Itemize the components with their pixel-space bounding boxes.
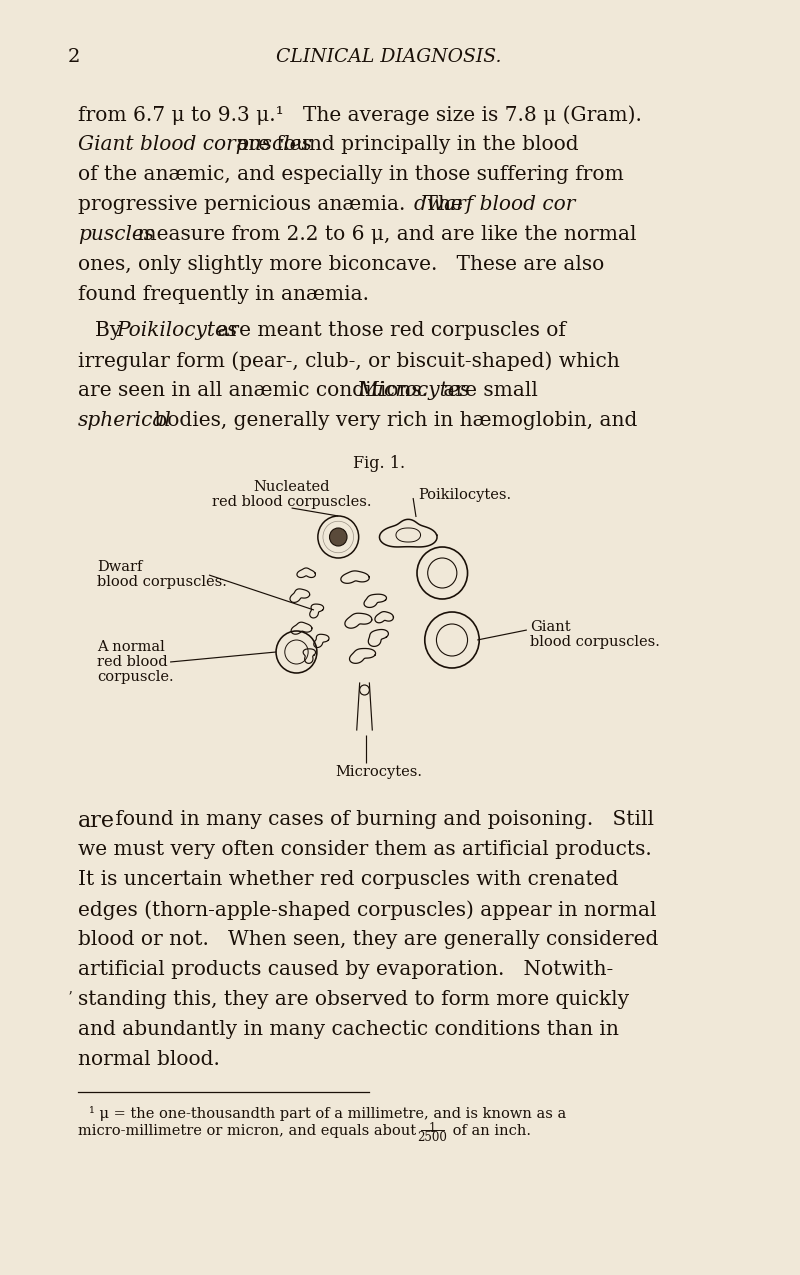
Text: of the anæmic, and especially in those suffering from: of the anæmic, and especially in those s… bbox=[78, 164, 623, 184]
Text: puscles: puscles bbox=[78, 224, 154, 244]
Text: By: By bbox=[95, 321, 128, 340]
Text: progressive pernicious anæmia.   The: progressive pernicious anæmia. The bbox=[78, 195, 469, 214]
Text: normal blood.: normal blood. bbox=[78, 1051, 220, 1068]
Text: are found principally in the blood: are found principally in the blood bbox=[230, 135, 579, 154]
Text: Giant blood corpuscles: Giant blood corpuscles bbox=[78, 135, 312, 154]
Text: Fig. 1.: Fig. 1. bbox=[353, 455, 405, 472]
Text: edges (thorn-apple-shaped corpuscles) appear in normal: edges (thorn-apple-shaped corpuscles) ap… bbox=[78, 900, 656, 919]
Text: of an inch.: of an inch. bbox=[448, 1125, 531, 1139]
Text: standing this, they are observed to form more quickly: standing this, they are observed to form… bbox=[78, 989, 629, 1009]
Text: irregular form (pear-, club-, or biscuit-shaped) which: irregular form (pear-, club-, or biscuit… bbox=[78, 351, 619, 371]
Text: and abundantly in many cachectic conditions than in: and abundantly in many cachectic conditi… bbox=[78, 1020, 618, 1039]
Text: It is uncertain whether red corpuscles with crenated: It is uncertain whether red corpuscles w… bbox=[78, 870, 618, 889]
Text: found in many cases of burning and poisoning.   Still: found in many cases of burning and poiso… bbox=[109, 810, 654, 829]
Text: ones, only slightly more biconcave.   These are also: ones, only slightly more biconcave. Thes… bbox=[78, 255, 604, 274]
Text: from 6.7 μ to 9.3 μ.¹   The average size is 7.8 μ (Gram).: from 6.7 μ to 9.3 μ.¹ The average size i… bbox=[78, 105, 642, 125]
Text: red blood: red blood bbox=[98, 655, 168, 669]
Text: red blood corpuscles.: red blood corpuscles. bbox=[212, 495, 371, 509]
Text: bodies, generally very rich in hæmoglobin, and: bodies, generally very rich in hæmoglobi… bbox=[148, 411, 637, 430]
Text: are seen in all anæmic conditions.: are seen in all anæmic conditions. bbox=[78, 381, 447, 400]
Text: Giant: Giant bbox=[530, 620, 570, 634]
Text: A normal: A normal bbox=[98, 640, 165, 654]
Text: Nucleated: Nucleated bbox=[254, 479, 330, 493]
Text: CLINICAL DIAGNOSIS.: CLINICAL DIAGNOSIS. bbox=[276, 48, 502, 66]
Text: 2500: 2500 bbox=[418, 1131, 447, 1144]
Text: are: are bbox=[78, 810, 114, 833]
Text: artificial products caused by evaporation.   Notwith-: artificial products caused by evaporatio… bbox=[78, 960, 613, 979]
Text: dwarf blood cor: dwarf blood cor bbox=[414, 195, 575, 214]
Text: ¹ μ = the one-thousandth part of a millimetre, and is known as a: ¹ μ = the one-thousandth part of a milli… bbox=[90, 1105, 566, 1121]
Text: found frequently in anæmia.: found frequently in anæmia. bbox=[78, 286, 369, 303]
Text: Poikilocytes.: Poikilocytes. bbox=[418, 488, 511, 502]
Text: blood or not.   When seen, they are generally considered: blood or not. When seen, they are genera… bbox=[78, 929, 658, 949]
Text: corpuscle.: corpuscle. bbox=[98, 669, 174, 683]
Text: micro-millimetre or micron, and equals about: micro-millimetre or micron, and equals a… bbox=[78, 1125, 421, 1139]
Text: are meant those red corpuscles of: are meant those red corpuscles of bbox=[211, 321, 566, 340]
Text: Microcytes: Microcytes bbox=[358, 381, 470, 400]
Text: we must very often consider them as artificial products.: we must very often consider them as arti… bbox=[78, 840, 651, 859]
Text: measure from 2.2 to 6 μ, and are like the normal: measure from 2.2 to 6 μ, and are like th… bbox=[131, 224, 637, 244]
Circle shape bbox=[330, 528, 347, 546]
Text: Dwarf: Dwarf bbox=[98, 560, 142, 574]
Text: spherical: spherical bbox=[78, 411, 171, 430]
Text: Poikilocytes: Poikilocytes bbox=[117, 321, 238, 340]
Text: blood corpuscles.: blood corpuscles. bbox=[530, 635, 660, 649]
Text: 2: 2 bbox=[68, 48, 81, 66]
Text: Microcytes.: Microcytes. bbox=[335, 765, 422, 779]
Text: are small: are small bbox=[438, 381, 538, 400]
Text: 1: 1 bbox=[429, 1122, 436, 1135]
Text: blood corpuscles.: blood corpuscles. bbox=[98, 575, 227, 589]
Text: ʼ: ʼ bbox=[68, 989, 73, 1003]
